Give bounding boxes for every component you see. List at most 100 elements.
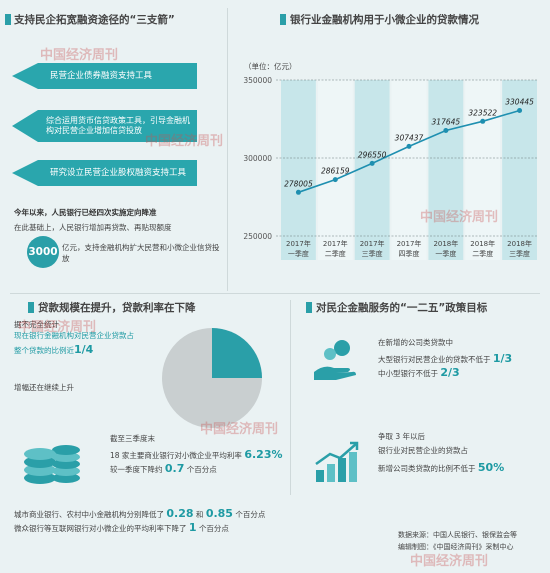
- rate-down-value: 0.7: [164, 462, 185, 475]
- pie-text: 现在银行金融机构对民营企业贷款占整个贷款的比例近1/4: [14, 331, 134, 358]
- data-point: [480, 118, 486, 124]
- goal1-line2: 中小型银行不低于 2/3: [378, 365, 460, 381]
- watermark: 中国经济周刊: [18, 320, 97, 335]
- watermark: 中国经济周刊: [40, 48, 119, 63]
- arrow-equity-tool: 研究设立民营企业股权融资支持工具: [12, 160, 197, 186]
- arrow-label: 综合运用货币信贷政策工具，引导金融机构对民营企业增加信贷投放: [46, 116, 190, 135]
- value-label: 286159: [321, 167, 350, 176]
- title-bar-icon: [28, 302, 34, 313]
- watermark: 中国经济周刊: [200, 422, 279, 437]
- rate-value: 6.23%: [244, 448, 283, 461]
- rate-text: 18 家主要商业银行对小微企业平均利率: [110, 451, 242, 460]
- goal1-line1: 大型银行对民营企业的贷款不低于 1/3: [378, 351, 512, 367]
- value-label: 278005: [284, 179, 313, 188]
- horizontal-divider: [10, 293, 540, 294]
- bottom1b: 0.28: [166, 507, 194, 520]
- x-tick-label: 2017年二季度: [323, 239, 348, 258]
- data-point: [443, 127, 449, 133]
- hand-coins-icon: [314, 340, 356, 380]
- x-tick-label: 2018年一季度: [433, 239, 458, 258]
- goal1-line1-text: 大型银行对民营企业的贷款不低于: [378, 355, 491, 364]
- data-point: [406, 143, 412, 149]
- bottom-line-2: 微众银行等互联网银行对小微企业的平均利率下降了 1 个百分点: [14, 520, 229, 536]
- amount-badge: 3000: [27, 236, 59, 268]
- relending-text-a: 在此基础上，人民银行增加再贷款、再贴现额度: [14, 223, 172, 232]
- title-bar-icon: [5, 14, 11, 25]
- bottom1d: 0.85: [205, 507, 233, 520]
- rate-head: 截至三季度末: [110, 434, 155, 443]
- arrow-label: 研究设立民营企业股权融资支持工具: [50, 167, 187, 178]
- bottom-line-1: 城市商业银行、农村中小金融机构分别降低了 0.28 和 0.85 个百分点: [14, 506, 265, 522]
- data-point: [369, 160, 375, 166]
- y-tick-label: 350000: [243, 76, 272, 85]
- column-band: [354, 80, 390, 260]
- chart-unit: （单位：亿元）: [244, 62, 297, 71]
- y-tick-label: 250000: [243, 232, 272, 241]
- goal1-head: 在新增的公司类贷款中: [378, 338, 453, 347]
- vertical-divider-bottom: [290, 300, 291, 495]
- bottom2c: 个百分点: [198, 524, 229, 533]
- source-line-2: 编辑制图：《中国经济周刊》采制中心: [398, 543, 514, 551]
- arrow-bond-tool: 民营企业债券融资支持工具: [12, 63, 197, 89]
- growth-text: 增幅还在继续上升: [14, 383, 74, 392]
- value-label: 317645: [432, 117, 461, 126]
- arrow-label: 民营企业债券融资支持工具: [50, 70, 153, 81]
- pie-value: 1/4: [74, 342, 94, 356]
- x-tick-label: 2018年二季度: [470, 239, 495, 258]
- column-band: [281, 80, 316, 260]
- goal2-line2-text: 新增公司类贷款的比例不低于: [378, 464, 476, 473]
- x-tick-label: 2018年三季度: [507, 239, 532, 258]
- source-line-1: 数据来源：中国人民银行、银保监会等: [398, 531, 517, 539]
- growth-coins-icon: [315, 441, 359, 482]
- title-bar-icon: [280, 14, 286, 25]
- value-label: 323522: [468, 108, 497, 117]
- x-tick-label: 2017年一季度: [286, 239, 311, 258]
- arrow-credit-tool: 综合运用货币信贷政策工具，引导金融机构对民营企业增加信贷投放: [12, 110, 197, 142]
- pie-chart: [162, 328, 262, 428]
- goal2-val: 50%: [477, 461, 505, 474]
- bottom2b: 1: [188, 521, 197, 534]
- goal1-line2-text: 中小型银行不低于: [378, 369, 438, 378]
- rrr-cut-text: 今年以来，人民银行已经四次实施定向降准: [14, 208, 157, 217]
- relending-text-b: 亿元，支持金融机构扩大民营和小微企业信贷投放: [62, 243, 220, 263]
- loan-size-title: 贷款规模在提升，贷款利率在下降: [38, 302, 196, 314]
- bottom1e: 个百分点: [235, 510, 266, 519]
- goal2-head: 争取 3 年以后: [378, 432, 426, 441]
- pie-title: 据不完全统计: [14, 320, 59, 329]
- x-tick-label: 2017年四季度: [397, 239, 422, 258]
- title-bar-icon: [306, 302, 312, 313]
- policy-goal-title: 对民企金融服务的“一二五”政策目标: [316, 302, 488, 314]
- value-label: 307437: [395, 133, 424, 142]
- relending-text: 在此基础上，人民银行增加再贷款、再贴现额度: [14, 223, 219, 234]
- watermark: 中国经济周刊: [410, 554, 489, 569]
- vertical-divider: [227, 8, 228, 291]
- column-band: [391, 80, 427, 260]
- y-tick-label: 300000: [243, 154, 272, 163]
- chart-title: 银行业金融机构用于小微企业的贷款情况: [290, 14, 479, 26]
- column-band: [428, 80, 464, 260]
- rate-down-line: 较一季度下降约 0.7 个百分点: [110, 461, 217, 477]
- data-point: [332, 177, 338, 183]
- rate-down-unit: 个百分点: [186, 465, 217, 474]
- column-band: [502, 80, 537, 260]
- value-label: 330445: [505, 98, 534, 107]
- bottom2a: 微众银行等互联网银行对小微企业的平均利率下降了: [14, 524, 187, 533]
- column-band: [317, 80, 353, 260]
- watermark: 中国经济周刊: [145, 134, 224, 149]
- bottom1a: 城市商业银行、农村中小金融机构分别降低了: [14, 510, 164, 519]
- bottom1c: 和: [195, 510, 204, 519]
- data-point: [517, 108, 523, 114]
- goal1-val1: 1/3: [492, 352, 513, 365]
- goal2-line2: 新增公司类贷款的比例不低于 50%: [378, 460, 504, 476]
- pie-text-body: 现在银行金融机构对民营企业贷款占整个贷款的比例近: [14, 331, 134, 355]
- rate-line: 18 家主要商业银行对小微企业平均利率 6.23%: [110, 447, 283, 463]
- coin-stack-icon: [24, 445, 80, 484]
- column-band: [465, 80, 501, 260]
- three-arrows-title: 支持民企拓宽融资途径的“三支箭”: [14, 14, 175, 26]
- x-tick-label: 2017年三季度: [360, 239, 385, 258]
- goal2-line1: 银行业对民营企业的贷款占: [378, 446, 468, 455]
- loan-line-chart: 350000 300000 250000 278005 286159 296550 307…: [243, 76, 538, 260]
- value-label: 296550: [358, 150, 387, 159]
- rate-down: 较一季度下降约: [110, 465, 163, 474]
- watermark: 中国经济周刊: [420, 210, 499, 225]
